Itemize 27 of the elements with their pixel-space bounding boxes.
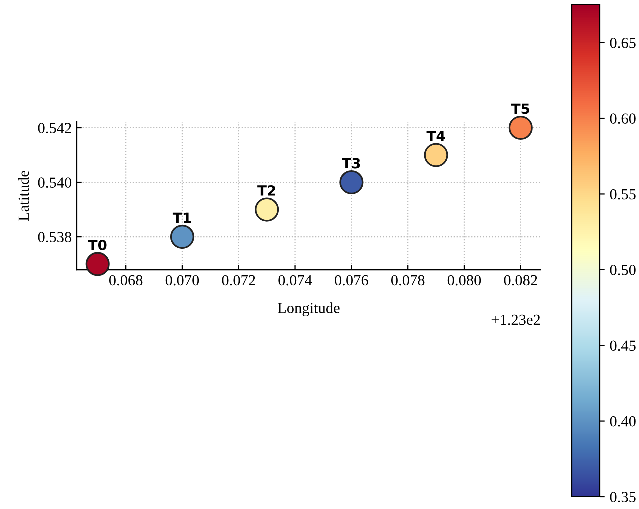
color-bar-label: 0.60	[610, 114, 636, 124]
data-label: T1	[172, 212, 192, 224]
data-label: T3	[342, 158, 360, 169]
y-tick-label: 0.540	[38, 178, 72, 188]
x-axis-title: Longitude	[278, 302, 340, 317]
color-bar-label: 0.55	[610, 189, 636, 200]
x-tick-label: 0.072	[222, 275, 256, 286]
color-bar-label: 0.40	[610, 416, 636, 427]
data-label: T2	[258, 185, 276, 196]
y-tick-label: 0.542	[38, 123, 72, 134]
x-tick-label: 0.080	[448, 275, 482, 286]
x-tick-label: 0.078	[391, 275, 425, 286]
y-tick-label: 0.538	[38, 232, 72, 243]
color-bar-label: 0.35	[610, 492, 636, 503]
color-bar-label: 0.45	[610, 340, 636, 352]
x-tick-label: 0.076	[335, 275, 368, 286]
text: +1.23e2	[492, 314, 540, 326]
x-tick-label: 0.074	[278, 275, 312, 286]
x-tick-label: 0.082	[504, 275, 538, 286]
data-label: T5	[511, 104, 530, 114]
x-tick-label: 0.070	[166, 275, 200, 286]
x-tick-label: 0.068	[109, 275, 143, 286]
y-axis-title: Latitude	[18, 171, 30, 222]
data-label: T0	[88, 240, 107, 250]
color-bar-label: 0.65	[610, 38, 636, 48]
color-bar-label: 0.50	[610, 265, 636, 276]
data-label: T4	[426, 131, 446, 142]
